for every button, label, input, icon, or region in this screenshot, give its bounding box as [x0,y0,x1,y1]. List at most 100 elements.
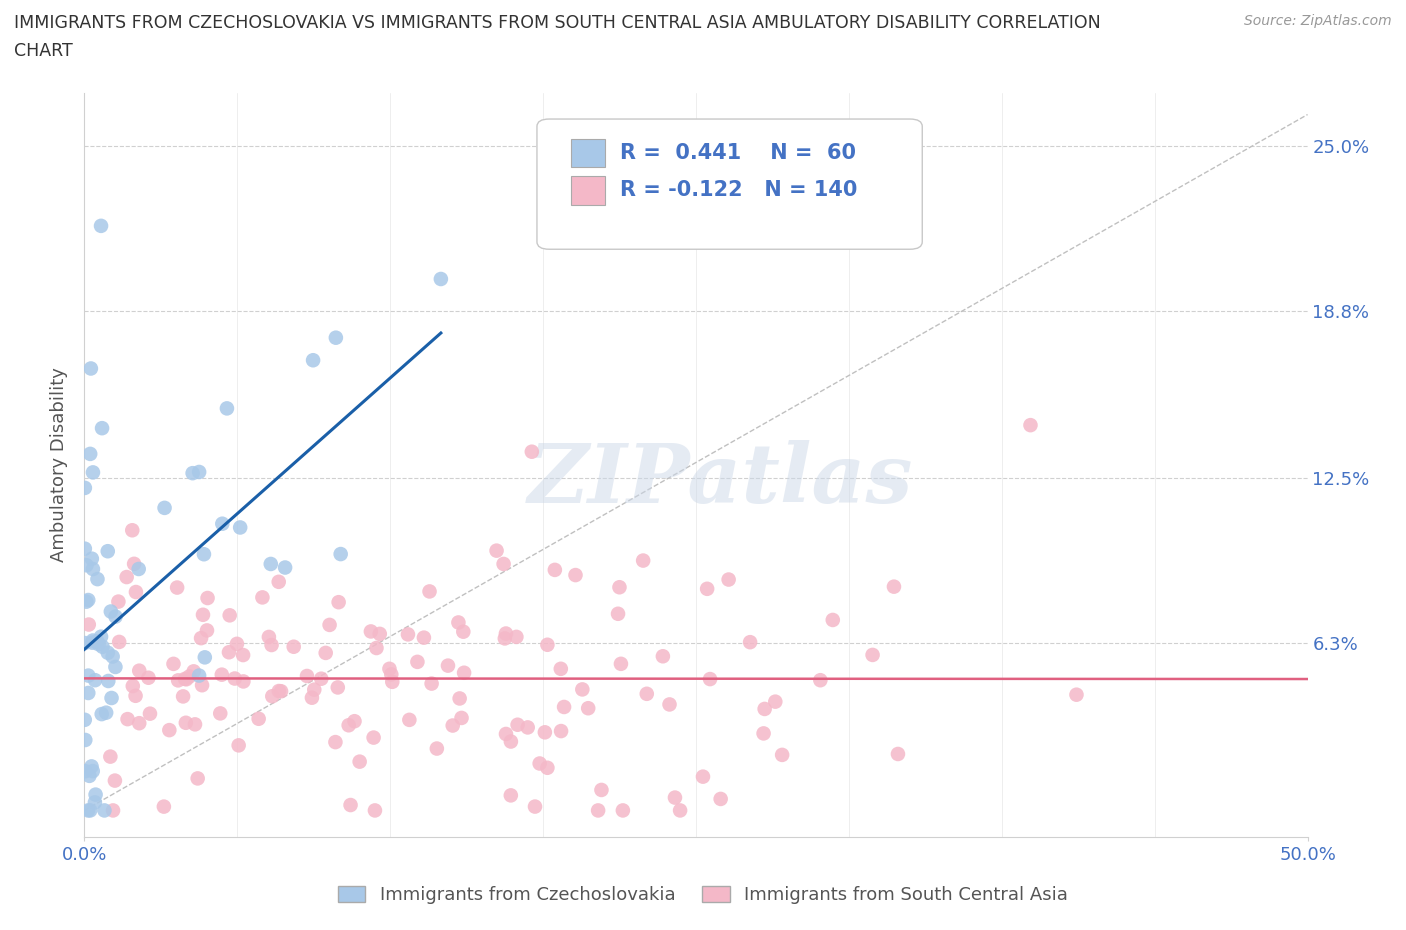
Point [267,684,290,698]
Point [270,684,292,698]
Point [302,352,325,367]
Point [283,639,305,654]
Point [79,446,101,461]
Point [138,671,160,685]
Point [75,764,97,778]
Point [97,673,120,688]
Point [381,674,404,689]
Point [754,701,776,716]
Point [73,712,96,727]
Point [499,734,522,749]
Point [96,705,118,720]
Point [232,647,254,662]
Point [1019,418,1042,432]
Point [100,691,122,706]
Point [692,769,714,784]
Point [79,768,101,783]
Point [108,634,131,649]
Point [550,661,572,676]
Point [326,680,349,695]
Point [128,716,150,731]
Point [495,626,517,641]
Point [128,562,150,577]
Point [669,803,692,817]
Point [499,788,522,803]
Point [122,556,145,571]
Point [607,606,630,621]
Point [153,500,176,515]
Point [215,401,238,416]
Point [107,594,129,609]
Point [211,516,233,531]
Point [101,649,124,664]
Point [309,671,332,686]
Point [441,718,464,733]
Point [86,572,108,587]
Point [363,730,385,745]
Point [115,569,138,584]
Point [329,547,352,562]
Point [325,735,347,750]
Point [1066,687,1088,702]
Point [117,711,139,726]
Point [218,608,240,623]
Point [524,799,547,814]
Point [77,668,100,683]
Point [426,741,449,756]
Point [194,650,217,665]
Point [90,630,112,644]
Point [609,579,631,594]
Point [153,799,176,814]
Point [172,689,194,704]
Point [76,558,98,573]
Point [366,641,388,656]
Point [808,672,831,687]
Point [80,551,103,566]
Point [447,615,470,630]
Point [84,787,107,802]
Point [181,466,204,481]
Point [495,726,517,741]
Point [506,717,529,732]
Point [86,634,108,649]
Point [576,701,599,716]
Point [121,523,143,538]
Point [420,676,443,691]
Point [77,592,100,607]
Point [167,673,190,688]
Point [91,639,114,654]
Point [315,645,337,660]
Point [157,723,180,737]
Point [97,544,120,559]
Text: CHART: CHART [14,42,73,60]
Point [121,679,143,694]
Point [197,591,219,605]
Point [98,750,121,764]
Point [492,556,515,571]
Point [564,567,586,582]
Point [174,671,197,686]
Point [664,790,686,805]
Point [301,690,323,705]
Point [232,674,254,689]
Point [274,560,297,575]
Text: Source: ZipAtlas.com: Source: ZipAtlas.com [1244,14,1392,28]
Point [75,594,97,609]
Point [343,714,366,729]
Point [211,667,233,682]
Point [295,669,318,684]
Point [226,636,249,651]
Text: R =  0.441    N =  60: R = 0.441 N = 60 [620,143,856,164]
Point [73,481,96,496]
Point [162,657,184,671]
Point [740,635,762,650]
Point [183,664,205,679]
Point [84,672,107,687]
Point [184,717,207,732]
Point [174,715,197,730]
Point [325,330,347,345]
Point [257,630,280,644]
Text: IMMIGRANTS FROM CZECHOSLOVAKIA VS IMMIGRANTS FROM SOUTH CENTRAL ASIA AMBULATORY : IMMIGRANTS FROM CZECHOSLOVAKIA VS IMMIGR… [14,14,1101,32]
Y-axis label: Ambulatory Disability: Ambulatory Disability [51,367,69,563]
Point [100,604,122,619]
